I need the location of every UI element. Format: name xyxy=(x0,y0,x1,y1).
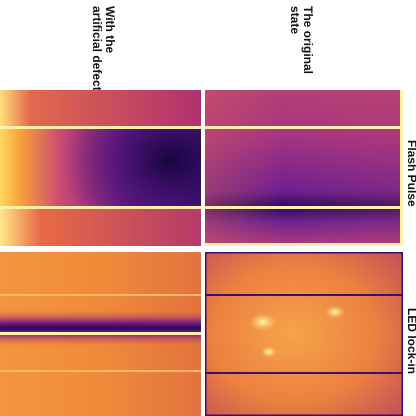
led-lockin-original-hot-spot-3 xyxy=(325,305,345,319)
led-lockin-original-line-2 xyxy=(205,372,403,374)
led-lockin-original-hot-spot-2 xyxy=(261,346,277,358)
flash-pulse-original-separator-2 xyxy=(205,206,403,209)
led-lockin-original-line-1 xyxy=(205,294,403,296)
led-lockin-original-heat-base xyxy=(205,252,403,416)
led-lockin-defect-dark-band xyxy=(0,310,201,346)
flash-pulse-defect-top-strip xyxy=(0,90,201,128)
led-lockin-defect-line-3 xyxy=(0,370,201,372)
flash-pulse-defect-separator-2 xyxy=(0,206,201,209)
label-original-state: The original state xyxy=(288,6,315,75)
panel-flash-pulse-original-state xyxy=(205,90,403,246)
flash-pulse-original-separator-1 xyxy=(205,126,403,129)
label-flash-pulse: Flash Pulse xyxy=(405,140,416,207)
led-lockin-defect-line-1 xyxy=(0,294,201,296)
flash-pulse-original-heat-overlay xyxy=(205,90,403,246)
panel-led-lockin-with-defect xyxy=(0,252,201,416)
flash-pulse-defect-separator-1 xyxy=(0,126,201,129)
label-with-artificial-defect: With the artificial defect xyxy=(90,6,117,91)
flash-pulse-defect-bottom-strip xyxy=(0,208,201,246)
flash-pulse-original-right-edge xyxy=(400,90,403,246)
panel-flash-pulse-with-defect xyxy=(0,90,201,246)
flash-pulse-original-bottom-edge xyxy=(205,243,403,246)
led-lockin-original-hot-spot-1 xyxy=(249,313,277,331)
led-lockin-defect-line-2 xyxy=(0,332,201,335)
label-led-lockin: LED lock-in xyxy=(405,308,416,375)
panel-led-lockin-original-state xyxy=(205,252,403,416)
